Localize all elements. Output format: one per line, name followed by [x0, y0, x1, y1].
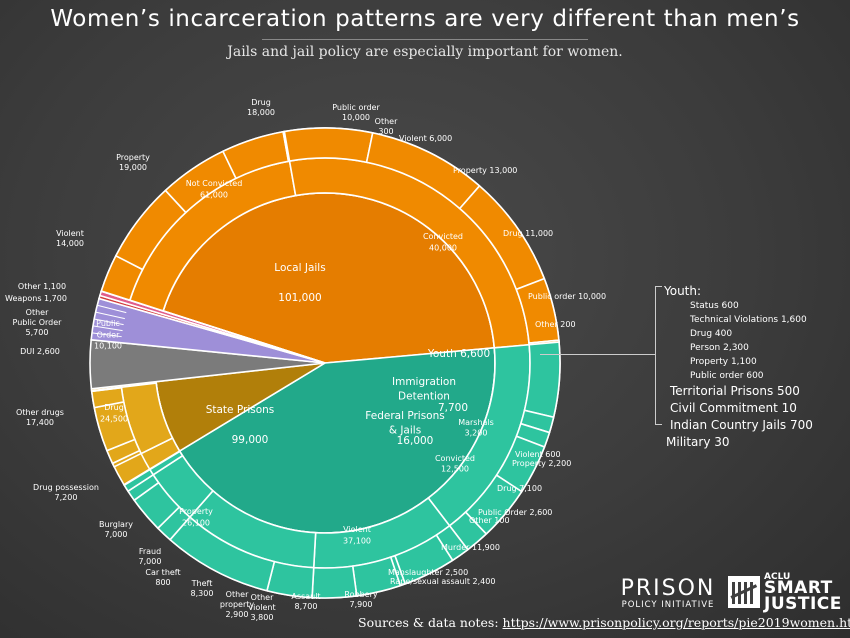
outer-label-25: Weapons 1,700 — [5, 294, 67, 303]
sources-note: Sources & data notes: https://www.prison… — [358, 615, 850, 630]
outer-label-15: Other violent 3,800 — [248, 593, 275, 622]
outer-slice-federal-convicted-4 — [90, 386, 123, 393]
chart-title: Women’s incarceration patterns are very … — [50, 6, 800, 32]
outer-label-10: Murder 11,900 — [441, 543, 500, 552]
outer-label-6: Property 19,000 — [116, 153, 150, 172]
side-legend: Youth: Status 600 Technical Violations 1… — [664, 284, 813, 451]
legend-youth-title: Youth: — [664, 284, 702, 298]
youth-divider-5 — [97, 304, 127, 314]
outer-label-2: Drug 11,000 — [503, 229, 553, 238]
label-youth: Youth 6,600 — [427, 348, 490, 360]
label-state-violent: Violent 37,100 — [343, 525, 371, 545]
outer-label-29: Drug 7,100 — [497, 484, 542, 493]
label-state-prisons: State Prisons — [206, 404, 275, 416]
outer-label-14: Assault 8,700 — [291, 592, 320, 611]
title-divider — [262, 39, 588, 40]
outer-label-20: Burglary 7,000 — [99, 520, 133, 539]
legend-territorial: Territorial Prisons 500 — [670, 384, 800, 398]
outer-label-17: Theft 8,300 — [191, 579, 214, 598]
ppi-logo-line1: PRISON — [620, 576, 716, 601]
outer-label-19: Fraud 7,000 — [139, 547, 162, 566]
outer-slice-state-other-0 — [123, 468, 155, 493]
outer-label-8: Public order 10,000 — [332, 103, 380, 122]
label-local-jails: Local Jails — [274, 262, 325, 274]
legend-youth-drug: Drug 400 — [690, 329, 733, 339]
aclu-smart-justice-logo: ACLU SMART JUSTICE — [728, 572, 846, 614]
label-jail-not-convicted: Not Convicted 61,000 — [186, 179, 243, 199]
value-federal: 16,000 — [397, 435, 434, 447]
youth-bracket — [655, 286, 662, 425]
label-jail-convicted: Convicted 40,000 — [423, 232, 463, 252]
outer-label-4: Other 200 — [535, 320, 576, 329]
outer-label-1: Property 13,000 — [453, 166, 517, 175]
legend-youth-property: Property 1,100 — [690, 357, 757, 367]
outer-label-12: Rape/sexual assault 2,400 — [390, 577, 495, 586]
youth-divider-4 — [95, 311, 125, 320]
outer-label-22: Other drugs 17,400 — [16, 408, 64, 427]
outer-label-16: Other property 2,900 — [220, 590, 255, 619]
aclu-logo-line3: JUSTICE — [764, 594, 842, 614]
outer-label-31: Other 100 — [469, 516, 510, 525]
youth-divider-1 — [91, 332, 122, 338]
value-immigration: 7,700 — [438, 402, 468, 414]
outer-label-0: Violent 6,000 — [399, 134, 452, 143]
legend-civil-commitment: Civil Commitment 10 — [670, 401, 797, 415]
label-federal: Federal Prisons & Jails — [365, 410, 444, 436]
youth-divider-3 — [94, 318, 124, 326]
outer-label-23: DUI 2,600 — [20, 347, 60, 356]
legend-youth-public-order: Public order 600 — [690, 371, 764, 381]
outer-label-3: Public order 10,000 — [528, 292, 606, 301]
legend-youth-status: Status 600 — [690, 301, 739, 311]
outer-label-26: Other 1,100 — [18, 282, 66, 291]
outer-label-28: Property 2,200 — [512, 459, 571, 468]
chart-subtitle: Jails and jail policy are especially imp… — [227, 44, 623, 60]
label-federal-convicted: Convicted 12,500 — [435, 454, 475, 474]
label-state-drug: Drug 24,500 — [100, 403, 128, 423]
legend-indian-country: Indian Country Jails 700 — [670, 418, 813, 432]
value-local-jails: 101,000 — [278, 292, 321, 304]
aclu-bars-icon — [728, 576, 760, 608]
youth-connector-line — [540, 354, 655, 355]
value-state-prisons: 99,000 — [232, 434, 269, 446]
outer-label-11: Manslaughter 2,500 — [388, 568, 468, 577]
outer-slice-jail-not-convicted-0 — [283, 127, 374, 164]
ppi-logo-line2: POLICY INITIATIVE — [621, 600, 715, 610]
outer-label-5: Violent 14,000 — [56, 229, 84, 248]
label-state-property: Property 26,100 — [179, 507, 213, 527]
outer-label-18: Car theft 800 — [145, 568, 180, 587]
outer-label-9: Other 300 — [375, 117, 398, 136]
youth-divider-2 — [92, 325, 123, 332]
legend-youth-technical: Technical Violations 1,600 — [690, 315, 807, 325]
aclu-logo-line1: ACLU — [764, 572, 791, 582]
outer-label-27: Violent 600 — [515, 450, 561, 459]
prison-policy-initiative-logo: PRISON POLICY INITIATIVE — [618, 576, 718, 611]
sources-label: Sources & data notes: — [358, 615, 499, 630]
label-state-public-order: Public Order 10,100 — [94, 319, 122, 351]
legend-youth-person: Person 2,300 — [690, 343, 749, 353]
sources-link[interactable]: https://www.prisonpolicy.org/reports/pie… — [502, 615, 850, 630]
outer-label-24: Other Public Order 5,700 — [13, 308, 63, 337]
outer-label-30: Public Order 2,600 — [478, 508, 552, 517]
outer-label-13: Robbery 7,900 — [344, 590, 377, 609]
outer-label-7: Drug 18,000 — [247, 98, 275, 117]
legend-military: Military 30 — [666, 435, 730, 449]
label-federal-marshals: Marshals 3,200 — [458, 418, 494, 438]
aclu-logo-line2: SMART — [764, 578, 833, 598]
outer-label-21: Drug possession 7,200 — [33, 483, 99, 502]
label-immigration: Immigration Detention — [392, 376, 456, 402]
